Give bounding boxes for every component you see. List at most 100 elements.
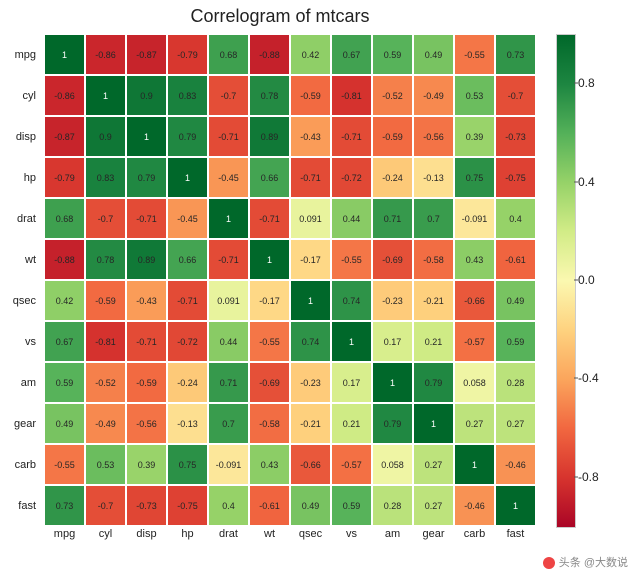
x-label: cyl <box>85 528 126 548</box>
colorbar-tick-label: -0.8 <box>578 470 599 484</box>
heatmap-cell: 0.49 <box>413 34 454 75</box>
heatmap-cell: -0.58 <box>249 403 290 444</box>
heatmap-cell: 0.17 <box>372 321 413 362</box>
heatmap-cell: 1 <box>249 239 290 280</box>
colorbar-tick <box>574 378 578 379</box>
heatmap-cell: 0.75 <box>167 444 208 485</box>
figure: Correlogram of mtcars mpgcyldisphpdratwt… <box>0 0 640 574</box>
heatmap-cell: 0.66 <box>249 157 290 198</box>
heatmap-cell: 0.7 <box>208 403 249 444</box>
heatmap-cell: 0.49 <box>495 280 536 321</box>
colorbar-tick-label: -0.4 <box>578 371 599 385</box>
heatmap-cell: -0.59 <box>290 75 331 116</box>
heatmap-cell: -0.71 <box>290 157 331 198</box>
heatmap-cell: -0.46 <box>454 485 495 526</box>
heatmap-cell: -0.61 <box>249 485 290 526</box>
heatmap-cell: 0.59 <box>44 362 85 403</box>
x-label: fast <box>495 528 536 548</box>
watermark: 头条 @大数说 <box>543 554 628 570</box>
heatmap-cell: -0.45 <box>208 157 249 198</box>
heatmap-cell: 0.66 <box>167 239 208 280</box>
heatmap-cell: -0.71 <box>208 239 249 280</box>
heatmap-cell: -0.73 <box>126 485 167 526</box>
heatmap-cell: -0.81 <box>331 75 372 116</box>
colorbar <box>556 34 576 528</box>
y-axis-labels: mpgcyldisphpdratwtqsecvsamgearcarbfast <box>0 34 42 526</box>
colorbar-ticks: -0.8-0.40.00.40.8 <box>578 34 628 526</box>
colorbar-tick-label: 0.4 <box>578 175 595 189</box>
heatmap-cell: -0.58 <box>413 239 454 280</box>
heatmap-cell: 0.9 <box>85 116 126 157</box>
heatmap-cell: 0.21 <box>331 403 372 444</box>
heatmap-cell: 0.21 <box>413 321 454 362</box>
heatmap-cell: -0.7 <box>208 75 249 116</box>
heatmap-cell: 0.9 <box>126 75 167 116</box>
heatmap-cell: 0.89 <box>126 239 167 280</box>
heatmap-cell: 0.7 <box>413 198 454 239</box>
heatmap-cell: 0.4 <box>208 485 249 526</box>
heatmap-cell: -0.43 <box>126 280 167 321</box>
heatmap-cell: 0.74 <box>290 321 331 362</box>
x-label: qsec <box>290 528 331 548</box>
heatmap-cell: 0.43 <box>454 239 495 280</box>
heatmap-cell: -0.86 <box>44 75 85 116</box>
heatmap-cell: 0.44 <box>208 321 249 362</box>
heatmap-cell: 0.53 <box>454 75 495 116</box>
y-label: cyl <box>0 75 42 116</box>
heatmap-cell: 0.49 <box>44 403 85 444</box>
heatmap-cell: 0.67 <box>44 321 85 362</box>
heatmap-cell: 0.68 <box>44 198 85 239</box>
heatmap-cell: -0.17 <box>249 280 290 321</box>
heatmap-cell: 0.68 <box>208 34 249 75</box>
heatmap-cell: -0.52 <box>372 75 413 116</box>
heatmap-cell: -0.091 <box>454 198 495 239</box>
heatmap-cell: 0.89 <box>249 116 290 157</box>
heatmap-cell: -0.72 <box>167 321 208 362</box>
y-label: gear <box>0 403 42 444</box>
heatmap-cell: 0.79 <box>126 157 167 198</box>
heatmap-cell: -0.7 <box>85 198 126 239</box>
heatmap-cell: 0.28 <box>495 362 536 403</box>
heatmap-cell: -0.87 <box>126 34 167 75</box>
y-label: fast <box>0 485 42 526</box>
heatmap-cell: 0.71 <box>372 198 413 239</box>
heatmap-cell: 0.59 <box>331 485 372 526</box>
heatmap-cell: 0.59 <box>495 321 536 362</box>
colorbar-tick <box>574 181 578 182</box>
heatmap-cell: -0.73 <box>495 116 536 157</box>
heatmap-cell: -0.45 <box>167 198 208 239</box>
heatmap-cell: 1 <box>372 362 413 403</box>
heatmap-cell: -0.55 <box>44 444 85 485</box>
watermark-text: 头条 @大数说 <box>559 557 628 569</box>
heatmap-cell: 0.39 <box>454 116 495 157</box>
heatmap-cell: 0.27 <box>413 485 454 526</box>
heatmap-cell: -0.59 <box>126 362 167 403</box>
heatmap-cell: 0.83 <box>167 75 208 116</box>
heatmap-cell: -0.43 <box>290 116 331 157</box>
heatmap-cell: -0.7 <box>495 75 536 116</box>
y-label: wt <box>0 239 42 280</box>
heatmap-cell: 1 <box>290 280 331 321</box>
heatmap-grid: 1-0.86-0.87-0.790.68-0.880.420.670.590.4… <box>44 34 536 526</box>
heatmap-cell: -0.75 <box>495 157 536 198</box>
heatmap-cell: 0.71 <box>208 362 249 403</box>
heatmap-cell: -0.59 <box>85 280 126 321</box>
y-label: carb <box>0 444 42 485</box>
heatmap-cell: 1 <box>126 116 167 157</box>
heatmap-cell: -0.71 <box>208 116 249 157</box>
heatmap-cell: 1 <box>454 444 495 485</box>
heatmap-cell: 1 <box>495 485 536 526</box>
x-label: am <box>372 528 413 548</box>
heatmap-cell: 0.28 <box>372 485 413 526</box>
heatmap-cell: -0.81 <box>85 321 126 362</box>
heatmap-cell: 0.42 <box>290 34 331 75</box>
heatmap-cell: 0.74 <box>331 280 372 321</box>
heatmap-cell: 0.058 <box>372 444 413 485</box>
heatmap-cell: -0.49 <box>85 403 126 444</box>
heatmap-cell: 0.53 <box>85 444 126 485</box>
heatmap-cell: -0.86 <box>85 34 126 75</box>
heatmap-cell: -0.17 <box>290 239 331 280</box>
heatmap-cell: -0.75 <box>167 485 208 526</box>
heatmap-cell: 0.058 <box>454 362 495 403</box>
x-label: hp <box>167 528 208 548</box>
